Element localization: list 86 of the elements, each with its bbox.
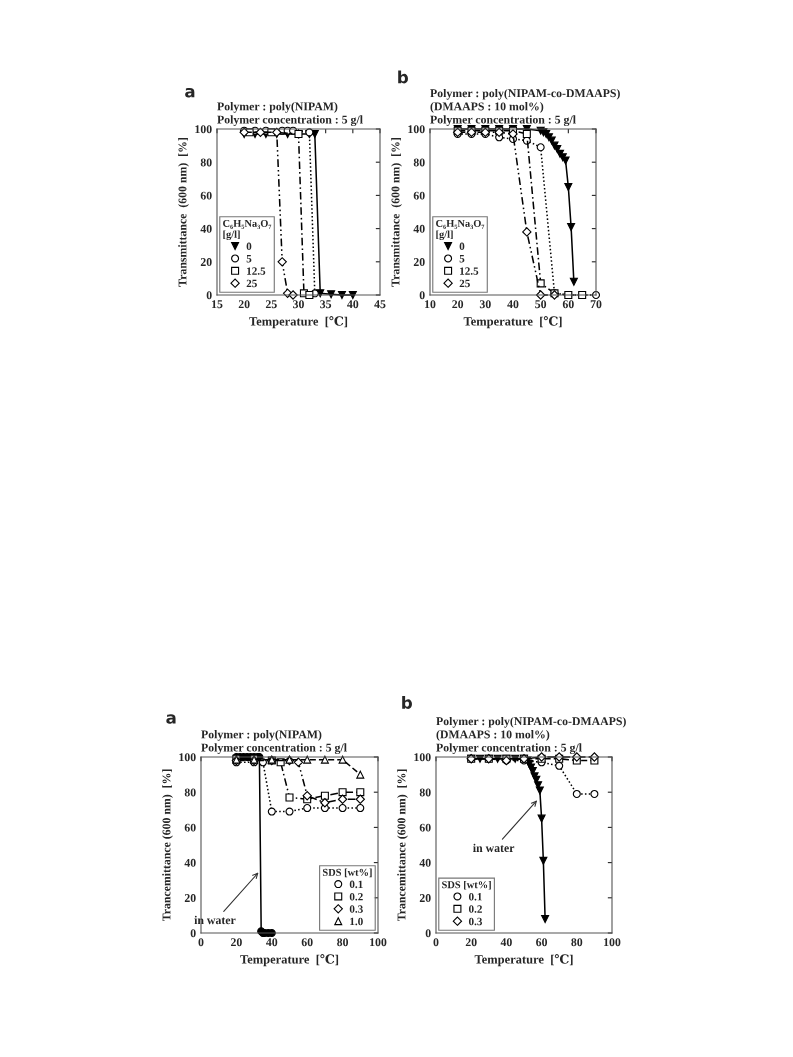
y-tick-label: 20 xyxy=(200,258,212,267)
x-tick-label: 40 xyxy=(347,300,359,309)
y-tick-label: 80 xyxy=(184,788,196,797)
legend-title: C₆H₅Na₃O₇ [g/l] xyxy=(436,219,485,240)
x-tick-label: 35 xyxy=(320,300,332,309)
y-axis-title: Trancemittance (600 nm) [%] xyxy=(397,769,408,922)
x-tick-label: 20 xyxy=(465,938,477,947)
x-tick-label: 50 xyxy=(535,300,547,309)
legend-label: 25 xyxy=(459,279,470,288)
x-tick-label: 40 xyxy=(266,938,278,947)
legend-label: 5 xyxy=(459,255,465,263)
legend-label: 0.1 xyxy=(349,880,363,889)
x-tick-label: 30 xyxy=(479,300,491,309)
y-tick-label: 100 xyxy=(408,125,425,134)
chart-title: Polymer : poly(NIPAM-co-DMAAPS) (DMAAPS : 10 mol%) Polymer concentration : 5 g/l xyxy=(436,716,626,755)
legend-title: C₆H₅Na₃O₇ [g/l] xyxy=(223,219,272,240)
text: b xyxy=(402,695,412,709)
annotation: in water xyxy=(194,915,236,925)
x-axis-title: Temperature [℃] xyxy=(474,954,573,967)
x-axis-title: Temperature [℃] xyxy=(463,316,562,329)
y-tick-label: 20 xyxy=(184,894,196,903)
text: b xyxy=(398,70,408,84)
y-tick-label: 80 xyxy=(200,158,212,167)
y-tick-label: 40 xyxy=(413,224,425,233)
y-axis-title: Trancemittance (600 nm) [%] xyxy=(162,769,173,922)
x-tick-label: 45 xyxy=(374,300,386,309)
x-tick-label: 30 xyxy=(293,300,304,309)
y-tick-label: 60 xyxy=(200,191,212,200)
legend-label: 1.0 xyxy=(350,917,363,926)
x-tick-label: 0 xyxy=(433,938,439,947)
y-tick-label: 60 xyxy=(413,191,425,200)
x-tick-label: 80 xyxy=(571,938,583,947)
x-tick-label: 40 xyxy=(500,938,512,947)
x-tick-label: 20 xyxy=(230,938,242,947)
legend-label: 0.3 xyxy=(468,917,483,926)
x-tick-label: 100 xyxy=(370,938,387,947)
legend-label: 0 xyxy=(246,242,252,251)
x-tick-label: 20 xyxy=(238,300,250,309)
y-tick-label: 0 xyxy=(425,929,431,938)
y-tick-label: 20 xyxy=(413,258,425,267)
y-tick-label: 40 xyxy=(419,858,431,867)
legend-label: 0.2 xyxy=(468,905,482,913)
chart-title: Polymer : poly(NIPAM) Polymer concentration : 5 g/l xyxy=(217,102,363,127)
y-tick-label: 80 xyxy=(419,788,431,797)
x-tick-label: 20 xyxy=(452,300,464,309)
chart-title: Polymer : poly(NIPAM) Polymer concentration : 5 g/l xyxy=(201,730,347,755)
y-tick-label: 100 xyxy=(414,753,431,762)
annotation: in water xyxy=(473,843,515,852)
x-tick-label: 60 xyxy=(562,300,574,309)
legend-label: 12.5 xyxy=(460,267,479,275)
legend-label: 0 xyxy=(459,242,465,251)
legend-title: SDS [wt%] xyxy=(442,880,491,890)
legend-label: 25 xyxy=(246,279,257,288)
x-tick-label: 40 xyxy=(507,300,519,309)
legend-label: 0.3 xyxy=(349,905,363,913)
y-tick-label: 60 xyxy=(419,823,431,832)
y-tick-label: 0 xyxy=(206,291,212,300)
y-tick-label: 100 xyxy=(195,125,212,134)
legend-label: 12.5 xyxy=(247,267,266,275)
legend-title: SDS [wt%] xyxy=(322,868,372,878)
legend-label: 0.2 xyxy=(349,892,363,901)
y-tick-label: 80 xyxy=(413,158,425,167)
y-tick-label: 40 xyxy=(200,224,212,233)
legend-label: 5 xyxy=(246,255,252,263)
y-axis-title: Transmittance (600 nm) [%] xyxy=(391,138,402,287)
y-tick-label: 60 xyxy=(184,823,196,832)
y-tick-label: 0 xyxy=(190,929,196,938)
y-tick-label: 100 xyxy=(179,753,196,762)
x-tick-label: 25 xyxy=(265,300,277,309)
y-tick-label: 20 xyxy=(419,894,431,903)
x-tick-label: 60 xyxy=(301,938,313,947)
x-axis-title: Temperature [℃] xyxy=(240,954,339,967)
x-tick-label: 100 xyxy=(604,938,621,947)
text: a xyxy=(166,714,176,724)
x-tick-label: 10 xyxy=(425,300,436,309)
x-axis-title: Temperature [℃] xyxy=(249,316,348,329)
y-tick-label: 40 xyxy=(184,858,196,867)
y-axis-title: Transmittance (600 nm) [%] xyxy=(178,138,189,287)
x-tick-label: 15 xyxy=(212,300,223,309)
text: a xyxy=(185,87,195,98)
x-tick-label: 70 xyxy=(590,300,602,309)
legend-label: 0.1 xyxy=(468,892,482,901)
chart-title: Polymer : poly(NIPAM-co-DMAAPS) (DMAAPS : 10 mol%) Polymer concentration : 5 g/l xyxy=(430,88,620,127)
y-tick-label: 0 xyxy=(419,291,425,300)
x-tick-label: 80 xyxy=(337,938,349,947)
x-tick-label: 60 xyxy=(536,938,548,947)
